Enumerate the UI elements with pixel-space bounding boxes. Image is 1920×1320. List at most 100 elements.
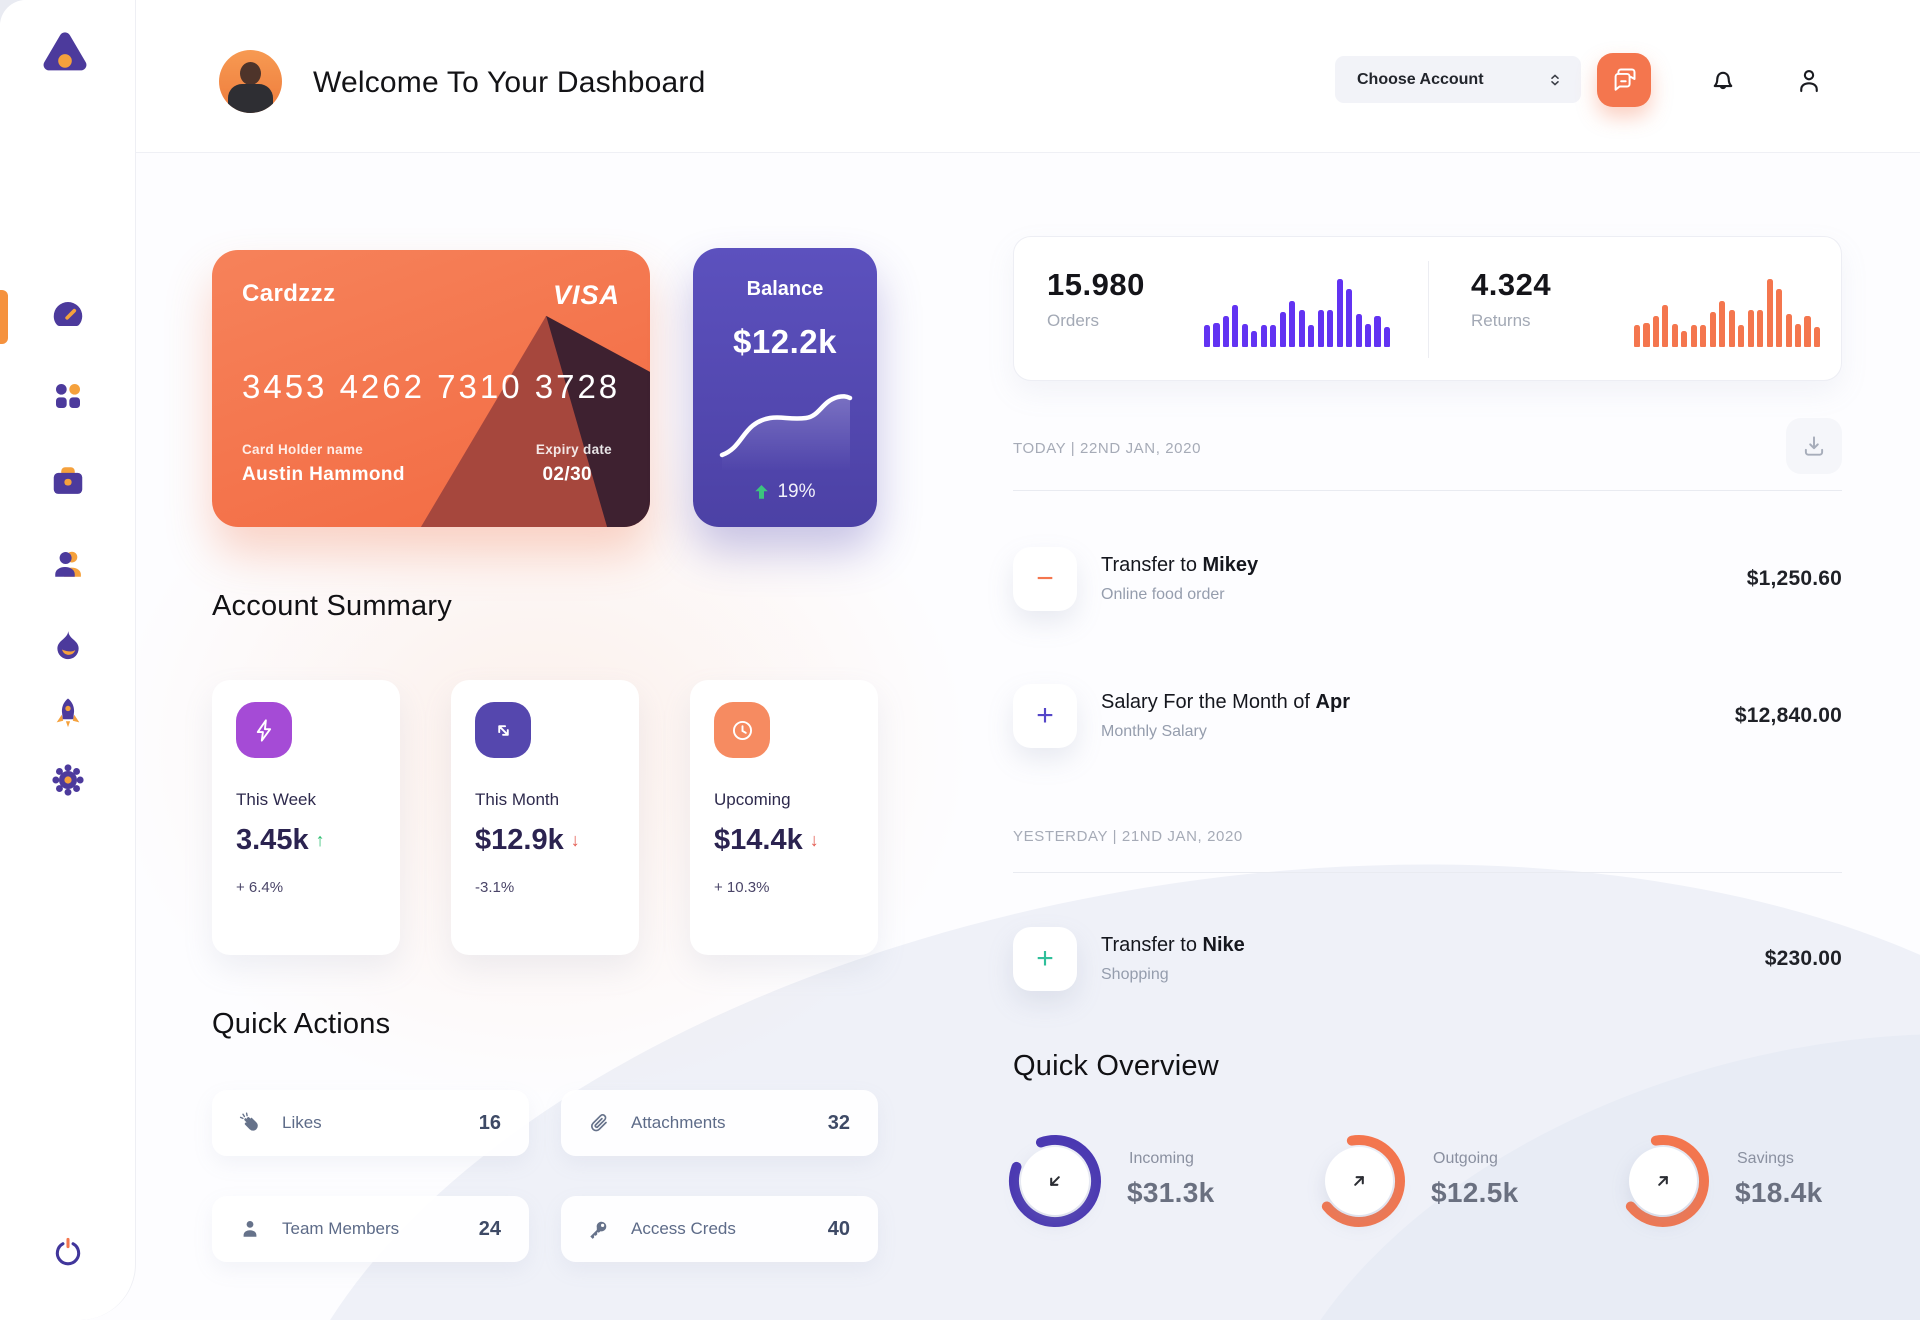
incoming-gauge (1008, 1134, 1102, 1228)
header: Welcome To Your Dashboard Choose Account (136, 0, 1920, 153)
plus-icon: + (1013, 684, 1077, 748)
quick-action-count: 24 (478, 1217, 501, 1240)
trend-up-arrow: ↑ (315, 830, 325, 850)
transaction-subtitle: Online food order (1101, 586, 1225, 603)
trend-down-arrow: ↓ (570, 830, 580, 850)
summary-card-upcoming[interactable]: Upcoming $14.4k ↓ + 10.3% (690, 680, 878, 955)
quick-action-team-members[interactable]: Team Members 24 (212, 1196, 529, 1262)
balance-sparkline (719, 394, 853, 471)
outgoing-gauge (1312, 1134, 1406, 1228)
quick-action-likes[interactable]: Likes 16 (212, 1090, 529, 1156)
logout-button[interactable] (0, 1236, 136, 1268)
transaction-row[interactable]: + Salary For the Month of Apr Monthly Sa… (1013, 684, 1842, 748)
card-name: Cardzzz (242, 280, 336, 307)
sort-chevrons-icon (1551, 74, 1559, 85)
arrow-up-right-icon (1658, 1176, 1668, 1186)
transaction-row[interactable]: − Transfer to Mikey Online food order $1… (1013, 547, 1842, 611)
gauge-label: Outgoing (1433, 1150, 1498, 1167)
download-button[interactable] (1786, 418, 1842, 474)
sidebar (0, 0, 136, 1320)
clap-icon (239, 1112, 258, 1131)
bell-icon (1713, 71, 1733, 90)
quick-action-access-creds[interactable]: Access Creds 40 (561, 1196, 878, 1262)
transaction-subtitle: Monthly Salary (1101, 723, 1207, 740)
summary-value: $14.4k (714, 824, 803, 856)
balance-change: 19% (693, 481, 877, 503)
transaction-symbol: − (1036, 562, 1054, 595)
savings-gauge (1616, 1134, 1710, 1228)
summary-change: + 6.4% (236, 879, 284, 896)
profile-button[interactable] (1794, 66, 1824, 101)
orders-returns-stats-card: 15.980 Orders 4.324 Returns (1013, 236, 1842, 381)
sidebar-item-apps[interactable] (0, 380, 136, 412)
rocket-icon (56, 698, 80, 728)
sidebar-item-launch[interactable] (0, 696, 136, 730)
key-icon (590, 1221, 607, 1239)
account-summary-heading: Account Summary (212, 590, 452, 622)
quick-action-attachments[interactable]: Attachments 32 (561, 1090, 878, 1156)
gauge-value: $18.4k (1735, 1177, 1823, 1208)
transaction-title: Salary For the Month of Apr (1101, 691, 1350, 713)
summary-label: Upcoming (714, 790, 791, 809)
gauge-value: $31.3k (1127, 1177, 1215, 1208)
summary-label: This Month (475, 790, 560, 809)
choose-account-label: Choose Account (1357, 70, 1484, 88)
quick-action-count: 40 (827, 1217, 850, 1240)
transaction-symbol: + (1036, 942, 1054, 975)
balance-amount: $12.2k (733, 323, 837, 360)
flame-icon (57, 631, 79, 660)
quick-actions-heading: Quick Actions (212, 1008, 391, 1040)
orders-label: Orders (1047, 311, 1099, 330)
visa-logo: VISA (552, 280, 620, 310)
avatar[interactable] (219, 50, 282, 113)
divider (1013, 490, 1842, 491)
diagonal-arrows-icon (475, 702, 531, 758)
transaction-amount: $12,840.00 (1734, 704, 1842, 727)
quick-action-label: Attachments (631, 1113, 726, 1132)
quick-action-label: Team Members (282, 1219, 400, 1238)
sidebar-item-team[interactable] (0, 546, 136, 582)
quick-action-count: 32 (827, 1111, 850, 1134)
returns-label: Returns (1471, 311, 1531, 330)
sidebar-item-trending[interactable] (0, 628, 136, 662)
summary-card-this-month[interactable]: This Month $12.9k ↓ -3.1% (451, 680, 639, 955)
transaction-row[interactable]: + Transfer to Nike Shopping $230.00 (1013, 927, 1842, 991)
dashboard-gauge-icon (53, 302, 83, 326)
apps-grid-icon (56, 384, 80, 408)
team-icon (55, 551, 81, 577)
power-icon (55, 1237, 81, 1266)
transaction-symbol: + (1036, 699, 1054, 732)
arrow-up-right-icon (1354, 1176, 1364, 1186)
sidebar-item-projects[interactable] (0, 463, 136, 499)
orders-value: 15.980 (1047, 267, 1145, 302)
sidebar-item-settings[interactable] (0, 762, 136, 798)
balance-change-value: 19% (777, 481, 816, 502)
paperclip-icon (591, 1114, 607, 1132)
today-date-label: TODAY | 22ND JAN, 2020 (1013, 440, 1202, 457)
arrow-up-icon (755, 484, 769, 499)
briefcase-icon (53, 467, 83, 494)
active-nav-indicator (0, 290, 8, 344)
card-holder-label: Card Holder name (242, 442, 364, 457)
gauge-label: Savings (1737, 1150, 1794, 1167)
summary-card-this-week[interactable]: This Week 3.45k ↑ + 6.4% (212, 680, 400, 955)
card-number: 3453 4262 7310 3728 (242, 368, 621, 405)
transaction-amount: $1,250.60 (1746, 567, 1842, 590)
summary-change: + 10.3% (714, 879, 770, 896)
yesterday-date-label: YESTERDAY | 21ND JAN, 2020 (1013, 828, 1243, 845)
transaction-amount: $230.00 (1764, 947, 1842, 970)
balance-card[interactable]: Balance $12.2k 19% (693, 248, 877, 527)
notifications-button[interactable] (1708, 66, 1738, 101)
summary-value: 3.45k (236, 824, 309, 856)
arrow-down-left-icon (1050, 1176, 1060, 1186)
gauge-value: $12.5k (1431, 1177, 1519, 1208)
app-logo[interactable] (36, 26, 94, 89)
choose-account-dropdown[interactable]: Choose Account (1335, 56, 1581, 103)
returns-bar-chart (1634, 279, 1820, 347)
credit-card[interactable]: Cardzzz VISA 3453 4262 7310 3728 Card Ho… (212, 250, 650, 527)
transaction-title: Transfer to Nike (1101, 934, 1245, 956)
chat-button[interactable] (1597, 53, 1651, 107)
gear-icon (52, 764, 84, 796)
sidebar-item-dashboard[interactable] (0, 296, 136, 332)
